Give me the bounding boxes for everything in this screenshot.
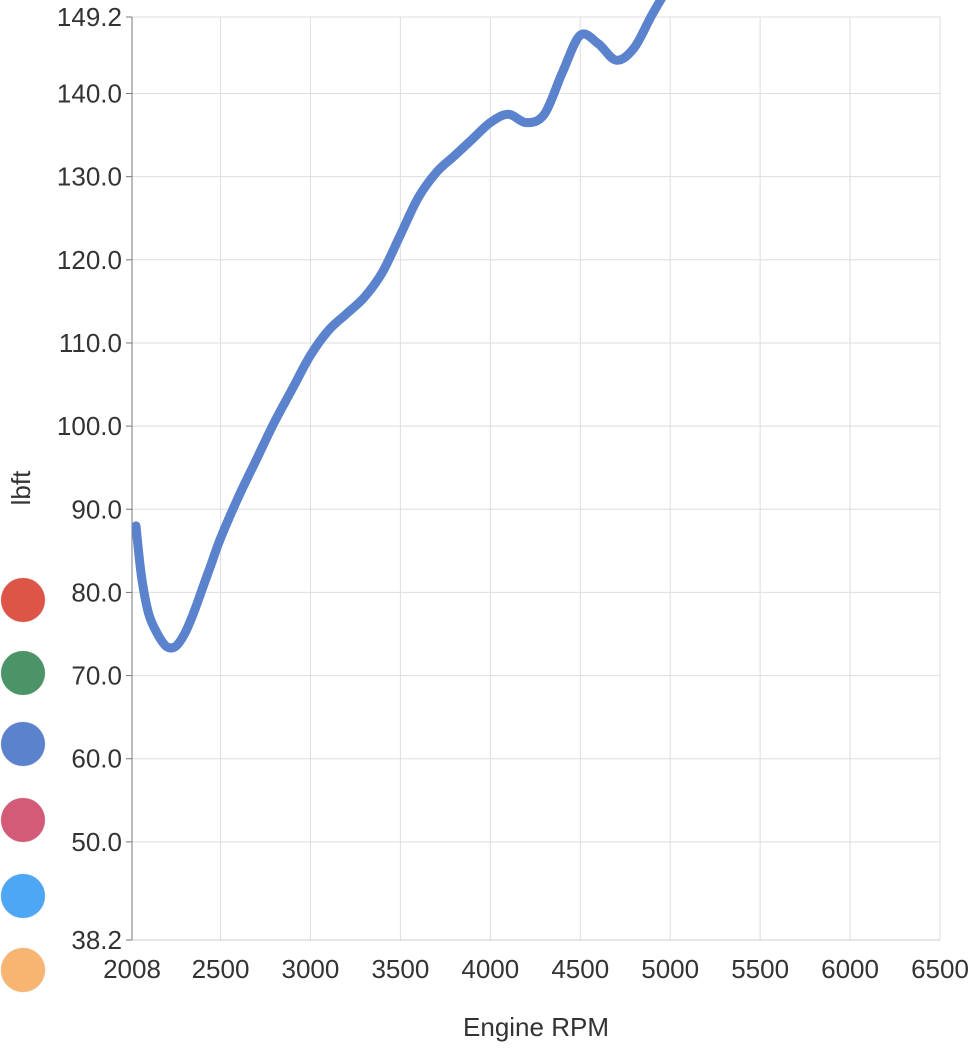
legend-color-dot[interactable] [1,874,45,918]
x-axis-ticks: 2008 2500 3000 3500 4000 4500 5000 5500 6000 6500 [103,954,969,984]
legend-color-dot[interactable] [1,948,45,992]
x-axis-title: Engine RPM [463,1012,609,1042]
y-tick-label: 110.0 [59,328,122,358]
y-tick-label: 140.0 [57,79,122,109]
y-tick-label: 120.0 [57,245,122,275]
legend-color-dot[interactable] [1,798,45,842]
legend-color-dot[interactable] [1,722,45,766]
y-tick-label: 50.0 [71,827,122,857]
y-tick-label: 70.0 [71,661,122,691]
y-tick-label: 130.0 [57,162,122,192]
y-tick-label: 80.0 [71,577,122,607]
axes [131,17,940,941]
y-tick-label: 100.0 [57,411,122,441]
x-tick-label: 5500 [731,954,789,984]
series-line [131,0,666,653]
x-tick-label: 2500 [192,954,250,984]
y-tick-label: 149.2 [57,2,122,32]
x-tick-label: 5000 [641,954,699,984]
series-group [131,0,666,653]
y-tick-label: 60.0 [71,744,122,774]
legend-color-dot[interactable] [1,651,45,695]
y-axis-ticks: 38.2 50.0 60.0 70.0 80.0 90.0 100.0 110.0 120.0 1… [57,2,132,955]
x-tick-label: 6000 [821,954,879,984]
y-tick-label: 90.0 [71,494,122,524]
x-tick-label: 2008 [103,954,161,984]
grid [131,16,941,941]
x-tick-label: 4000 [461,954,519,984]
x-tick-label: 3000 [282,954,340,984]
x-tick-label: 4500 [551,954,609,984]
x-tick-label: 6500 [911,954,969,984]
legend-color-dot[interactable] [1,578,45,622]
y-tick-label: 38.2 [71,925,122,955]
x-tick-label: 3500 [371,954,429,984]
y-axis-title: lbft [6,470,36,505]
